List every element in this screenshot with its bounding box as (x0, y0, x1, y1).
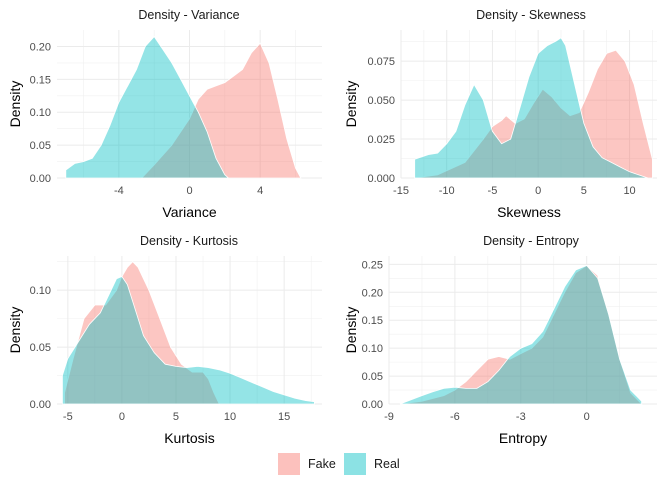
panel-title: Density - Variance (138, 8, 239, 22)
density-area-real (65, 35, 230, 179)
x-tick-label: 0 (186, 185, 192, 197)
x-tick-label: -5 (488, 185, 498, 197)
x-tick-label: -10 (439, 185, 455, 197)
y-axis-label: Density (343, 307, 359, 354)
y-tick-label: 0.00 (362, 399, 383, 411)
y-tick-label: 0.10 (30, 285, 51, 297)
density-area-real (399, 265, 642, 405)
y-tick-label: 0.20 (30, 41, 51, 53)
density-area-real (62, 276, 315, 405)
y-tick-label: 0.000 (367, 173, 395, 185)
x-tick-label: 4 (257, 185, 263, 197)
panel-1: -4 0 4 0.00 0.05 0.10 0.15 0.20 Density - Varian… (7, 8, 322, 220)
panel-title: Density - Skewness (476, 8, 586, 22)
y-tick-label: 0.05 (30, 140, 51, 152)
y-axis-label: Density (7, 81, 23, 128)
y-tick-label: 0.10 (362, 343, 383, 355)
x-tick-label: 5 (173, 411, 179, 423)
x-tick-label: 5 (581, 185, 587, 197)
legend: Fake Real (0, 448, 672, 480)
x-axis-label: Kurtosis (164, 430, 215, 446)
density-area-fake (140, 42, 302, 179)
x-tick-label: -3 (516, 411, 526, 423)
x-axis-label: Variance (162, 204, 216, 220)
y-tick-label: 0.20 (362, 287, 383, 299)
y-tick-label: 0.15 (362, 315, 383, 327)
y-tick-label: 0.15 (30, 74, 51, 86)
legend-label-real: Real (374, 457, 400, 471)
y-axis-label: Density (343, 81, 359, 128)
x-tick-label: -6 (450, 411, 460, 423)
y-tick-label: 0.25 (362, 259, 383, 271)
panel-4: -9 -6 -3 0 0.00 0.05 0.10 0.15 0.20 0.25 Density -… (343, 234, 657, 446)
legend-key-fake (278, 453, 300, 475)
y-tick-label: 0.050 (367, 95, 395, 107)
y-tick-label: 0.025 (367, 134, 395, 146)
x-tick-label: -15 (393, 185, 409, 197)
x-tick-label: 15 (278, 411, 290, 423)
density-area-fake (64, 261, 220, 405)
y-tick-label: 0.05 (362, 371, 383, 383)
panel-title: Density - Entropy (483, 234, 580, 248)
x-axis-label: Entropy (499, 430, 547, 446)
legend-key-real (344, 453, 366, 475)
y-tick-label: 0.00 (30, 173, 51, 185)
x-tick-label: -9 (384, 411, 394, 423)
legend-item-real: Real (344, 452, 400, 476)
x-tick-label: 0 (119, 411, 125, 423)
grid-minor (389, 256, 657, 404)
x-tick-label: 10 (224, 411, 236, 423)
x-tick-label: 10 (623, 185, 635, 197)
x-tick-label: 0 (584, 411, 590, 423)
panel-2: -15 -10 -5 0 5 10 0.000 0.025 0.050 0.075 Density … (343, 8, 657, 220)
panel-title: Density - Kurtosis (140, 234, 238, 248)
grid-minor (57, 256, 322, 404)
y-tick-label: 0.05 (30, 342, 51, 354)
legend-item-fake: Fake (278, 452, 336, 476)
grid-minor (401, 30, 657, 178)
x-axis-label: Skewness (497, 204, 561, 220)
y-tick-label: 0.00 (30, 399, 51, 411)
y-axis-label: Density (7, 307, 23, 354)
panel-3: -5 0 5 10 15 0.00 0.05 0.10 Density - Kurtosis Ku… (7, 234, 322, 446)
x-tick-label: 0 (535, 185, 541, 197)
y-tick-label: 0.10 (30, 107, 51, 119)
legend-label-fake: Fake (308, 457, 336, 471)
grid-major (388, 256, 657, 405)
chart-canvas: -4 0 4 0.00 0.05 0.10 0.15 0.20 Density - Varian… (7, 8, 657, 446)
x-tick-label: -5 (63, 411, 73, 423)
y-tick-label: 0.075 (367, 56, 395, 68)
x-tick-label: -4 (114, 185, 124, 197)
density-area-real (414, 37, 649, 179)
